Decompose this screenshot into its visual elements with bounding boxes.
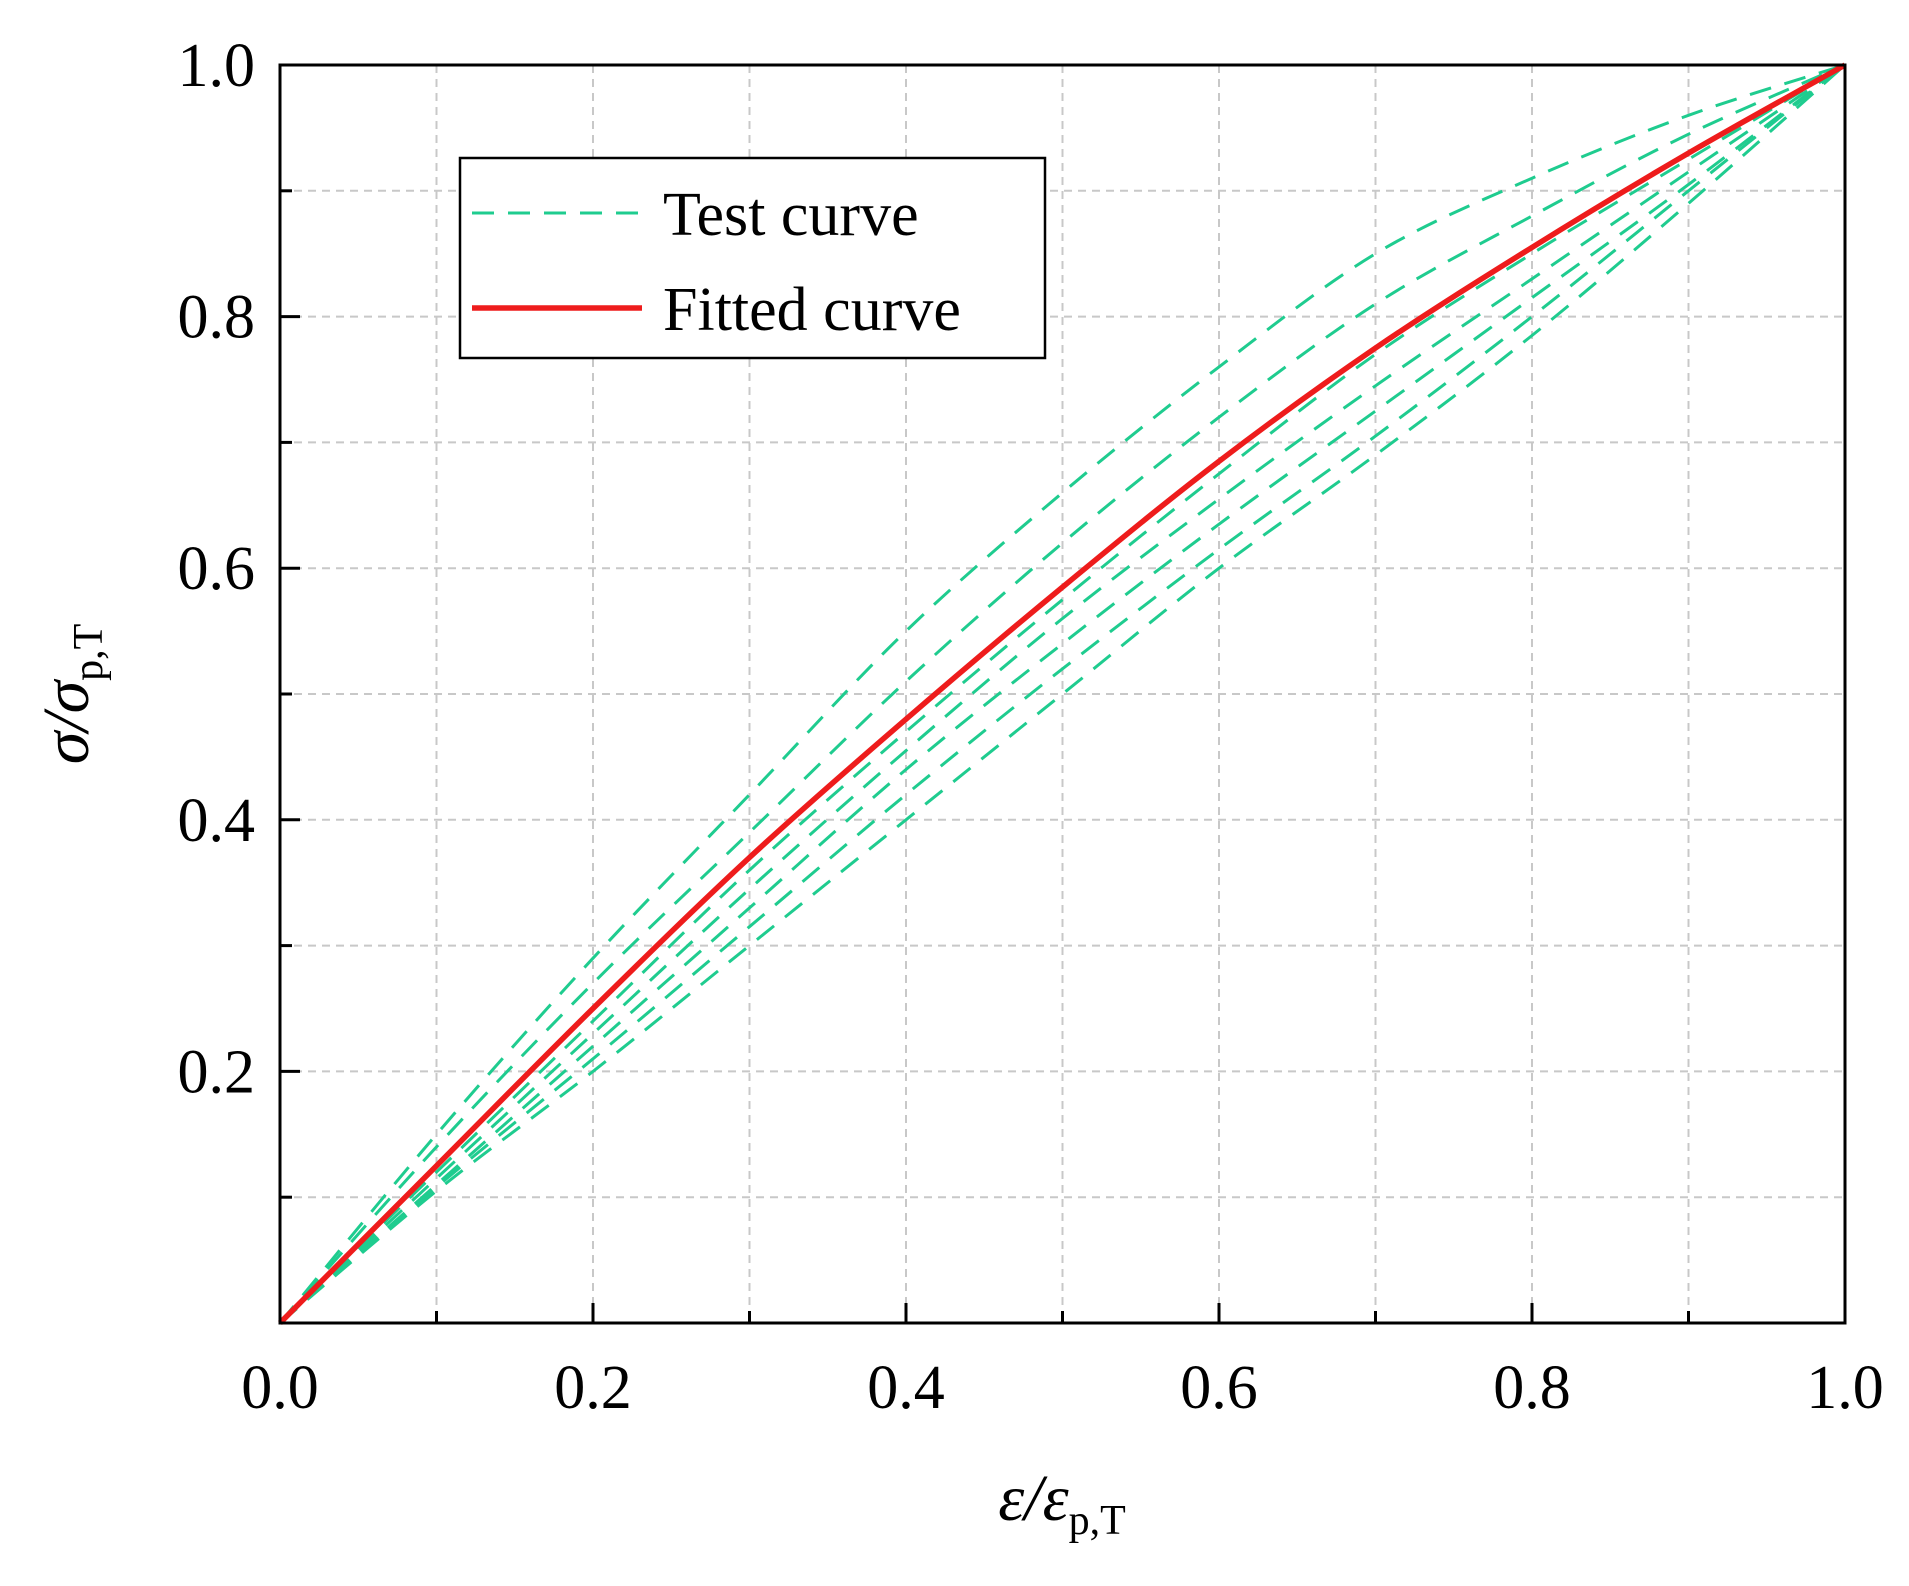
x-tick-label: 1.0 — [1806, 1354, 1884, 1422]
test-curve-line — [278, 63, 1846, 1325]
test-curve-line — [279, 63, 1846, 1325]
x-tick-label: 0.4 — [867, 1354, 945, 1422]
legend-label-test: Test curve — [663, 181, 919, 249]
y-tick-label: 0.8 — [178, 284, 256, 352]
x-axis-title-subscript: p,T — [1069, 1498, 1126, 1544]
test-curve-line — [278, 63, 1846, 1325]
x-tick-label: 0.6 — [1180, 1354, 1258, 1422]
x-tick-label: 0.2 — [554, 1354, 632, 1422]
axis-ticks: 0.0 0.2 0.4 0.6 0.8 1.0 0.2 0.4 0.6 0.8 1.0 — [178, 32, 1884, 1422]
legend-box — [458, 156, 1047, 360]
x-axis-title-main: ε/ε — [998, 1462, 1068, 1535]
y-axis-title: σ/σp,T — [30, 624, 112, 765]
x-tick-label: 0.8 — [1493, 1354, 1571, 1422]
grid-lines — [280, 65, 1845, 1323]
y-axis-title-subscript: p,T — [66, 624, 112, 681]
y-tick-label: 0.4 — [178, 787, 256, 855]
x-axis-title: ε/εp,T — [998, 1462, 1126, 1544]
legend-label-fitted: Fitted curve — [663, 276, 961, 344]
test-curve-line — [279, 63, 1846, 1325]
series-layer — [278, 62, 1847, 1325]
test-curve-line — [279, 63, 1846, 1325]
y-tick-label: 0.6 — [178, 535, 256, 603]
y-tick-label: 1.0 — [178, 32, 256, 100]
test-curve-line — [278, 63, 1846, 1324]
x-tick-label: 0.0 — [241, 1354, 319, 1422]
test-curve-line — [278, 63, 1846, 1324]
y-axis-title-main: σ/σ — [30, 678, 103, 764]
legend: Test curve Fitted curve — [458, 156, 1047, 360]
fitted-curve-line — [278, 62, 1847, 1325]
y-tick-label: 0.2 — [178, 1038, 256, 1106]
